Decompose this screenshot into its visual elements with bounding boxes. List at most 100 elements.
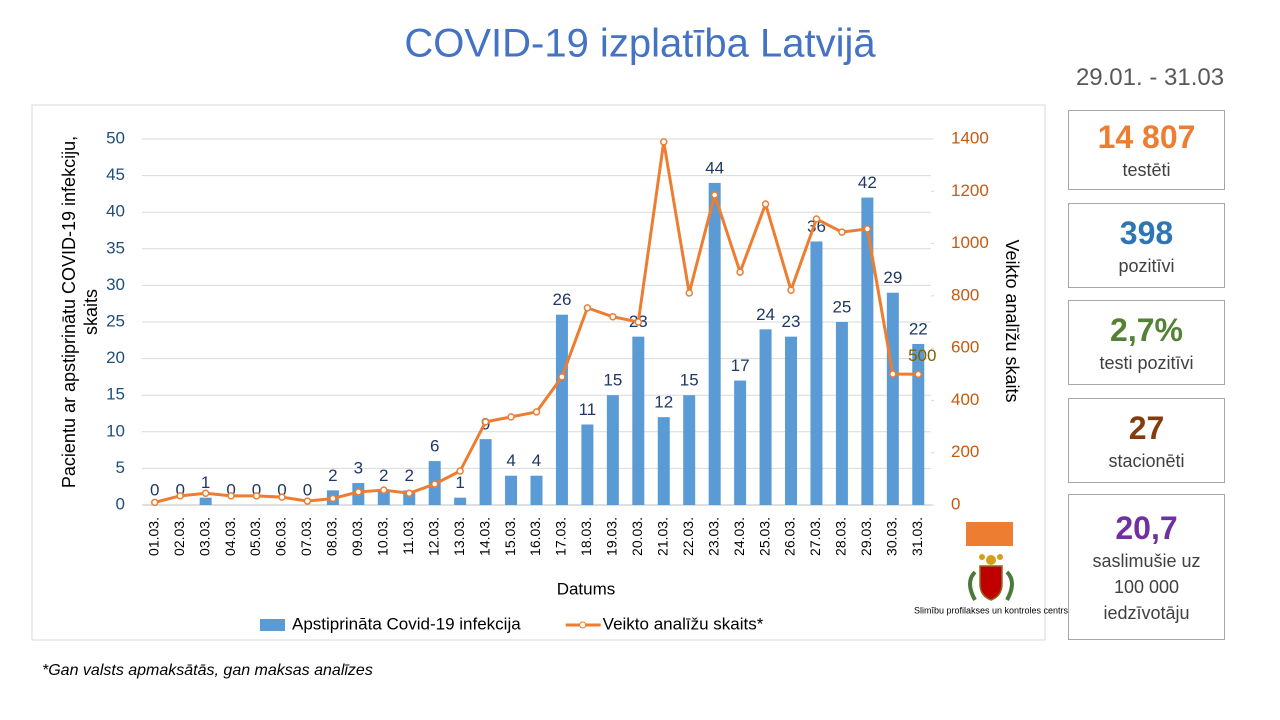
x-tick-label: 21.03. [654,517,670,556]
x-tick-label: 17.03. [553,517,569,556]
stat-label: testēti [1122,160,1171,180]
y-tick-label: 40 [106,202,125,221]
stat-label: testi pozitīvi [1099,352,1194,373]
bar [555,314,568,505]
bar [632,336,645,505]
x-tick-label: 28.03. [833,517,849,556]
data-label: 0 [175,480,184,499]
data-label: 2 [379,466,388,485]
data-label: 6 [430,437,439,456]
stat-box: 14 807 testēti [1068,110,1225,190]
line-marker [430,480,439,488]
x-tick-label: 12.03. [425,517,441,556]
data-label: 25 [832,297,851,316]
bar [657,417,670,505]
chart-frame [31,104,1046,641]
line-marker [812,215,821,223]
line-marker [507,413,515,421]
data-label: 29 [883,268,902,287]
line-marker [583,304,592,312]
y-tick-label: 10 [106,421,125,440]
stat-value: 27 [1128,409,1165,446]
y2-tick-label: 200 [951,442,979,461]
x-tick-label: 18.03. [578,517,594,556]
data-label: 1 [455,473,464,492]
x-tick-label: 16.03. [527,517,543,556]
data-label: 24 [756,305,775,324]
bar [912,343,925,505]
line-marker [609,313,617,321]
y-tick-label: 35 [106,238,125,257]
line-marker [150,498,159,507]
line-marker [685,289,693,297]
bar [505,475,518,505]
y2-tick-label: 0 [951,494,960,513]
stat-value: 2,7% [1110,311,1183,348]
line-marker [201,489,210,497]
logo-emblem [968,554,1014,601]
line-marker [863,225,872,233]
data-label: 26 [552,290,571,309]
stat-box: 2,7% testi pozitīvi [1068,300,1225,385]
y2-tick-label: 1400 [951,128,989,147]
x-tick-label: 08.03. [324,517,340,556]
stat-value: 20,7 [1115,510,1178,546]
y-tick-label: 50 [106,128,125,147]
line-marker [660,138,668,146]
legend-label: Veikto analīžu skaits* [603,614,764,633]
stat-label: pozitīvi [1118,255,1175,276]
line-marker [252,492,261,500]
x-tick-label: 22.03. [680,517,696,556]
x-tick-label: 04.03. [222,517,238,556]
y-tick-label: 25 [106,311,125,330]
line-marker [889,370,897,378]
x-tick-label: 25.03. [756,517,772,556]
bar [683,395,696,505]
data-label: 0 [226,480,235,499]
x-tick-label: 13.03. [451,517,467,556]
y-tick-label: 5 [116,458,125,477]
x-tick-label: 19.03. [604,517,620,556]
x-axis-title: Datums [557,579,616,598]
x-tick-label: 05.03. [247,517,263,556]
bar [759,329,772,505]
y-tick-label: 30 [106,275,125,294]
data-label: 3 [354,459,363,478]
line-marker [914,370,923,379]
stat-box: 20,7 saslimušie uz 100 000 iedzīvotāju [1068,494,1225,640]
y-tick-label: 15 [106,385,125,404]
bar [734,380,747,505]
bar [835,322,848,505]
data-label: 42 [858,173,877,192]
data-label: 23 [782,312,801,331]
x-tick-label: 24.03. [731,517,747,556]
line-marker [558,373,566,381]
y2-tick-label: 1200 [951,181,989,200]
data-label: 15 [603,371,622,390]
stat-label: saslimušie uz 100 000 iedzīvotāju [1092,551,1201,623]
line-marker [456,467,464,475]
data-label: 0 [277,480,286,499]
y-tick-label: 45 [106,165,125,184]
y2-tick-label: 800 [951,285,979,304]
x-tick-label: 26.03. [782,517,798,556]
line-marker [761,200,770,208]
line-marker [710,191,719,199]
data-label: 0 [303,480,312,499]
line-marker [532,408,541,416]
line-marker [481,418,490,426]
data-label: 15 [680,371,699,390]
data-label: 11 [579,400,597,419]
y-tick-label: 20 [106,348,125,367]
bar [861,197,874,505]
x-tick-label: 20.03. [629,517,645,556]
x-tick-label: 07.03. [298,517,314,556]
x-tick-label: 06.03. [273,517,289,556]
stat-value: 398 [1119,214,1174,251]
line-marker [176,492,184,500]
footnote: *Gan valsts apmaksātās, gan maksas analī… [42,662,373,679]
data-label: 12 [654,393,673,412]
data-label: 4 [532,451,541,470]
